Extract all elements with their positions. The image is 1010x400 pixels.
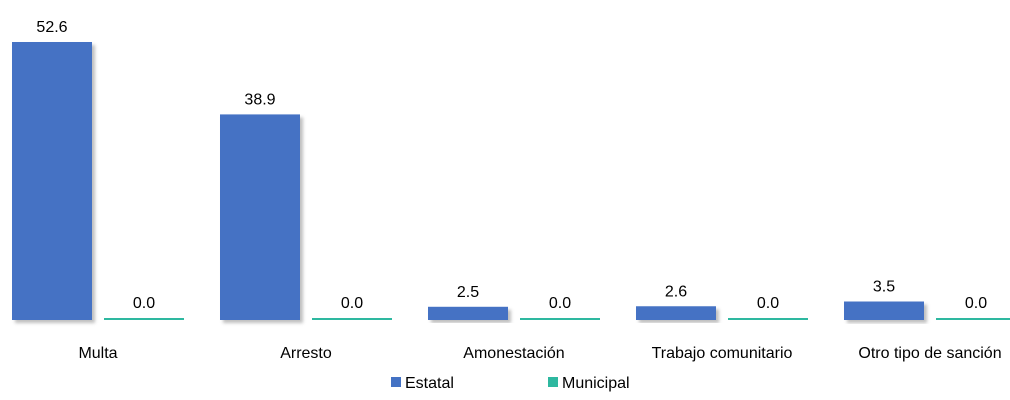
value-label-municipal-2: 0.0 (341, 295, 363, 312)
legend-label-municipal: Municipal (562, 375, 630, 392)
value-label-estatal-3: 2.5 (457, 284, 479, 301)
chart-marks: 52.6 0.0 Multa 38.9 0.0 Arresto 2.5 0.0 Amonesta… (12, 19, 1010, 362)
bar-municipal-2 (312, 318, 392, 320)
value-label-municipal-1: 0.0 (133, 295, 155, 312)
bar-municipal-5 (936, 318, 1010, 320)
bar-estatal-1 (12, 42, 92, 320)
value-label-municipal-4: 0.0 (757, 295, 779, 312)
value-label-estatal-5: 3.5 (873, 279, 895, 296)
category-label-3: Amonestación (463, 345, 564, 362)
legend-label-estatal: Estatal (405, 375, 454, 392)
category-label-1: Multa (78, 345, 117, 362)
legend-swatch-estatal (391, 377, 401, 387)
category-label-5: Otro tipo de sanción (858, 345, 1001, 362)
value-label-estatal-2: 38.9 (244, 91, 275, 108)
bar-estatal-3 (428, 306, 508, 320)
chart-legend: Estatal Municipal (391, 375, 630, 392)
bar-municipal-1 (104, 318, 184, 320)
category-label-2: Arresto (280, 345, 332, 362)
legend-swatch-municipal (548, 377, 558, 387)
bar-estatal-2 (220, 114, 300, 320)
category-label-4: Trabajo comunitario (652, 345, 793, 362)
value-label-municipal-3: 0.0 (549, 295, 571, 312)
value-label-estatal-1: 52.6 (36, 19, 67, 36)
bar-municipal-4 (728, 318, 808, 320)
bar-municipal-3 (520, 318, 600, 320)
bar-estatal-4 (636, 306, 716, 320)
value-label-municipal-5: 0.0 (965, 295, 987, 312)
value-label-estatal-4: 2.6 (665, 283, 687, 300)
bar-estatal-5 (844, 301, 924, 320)
